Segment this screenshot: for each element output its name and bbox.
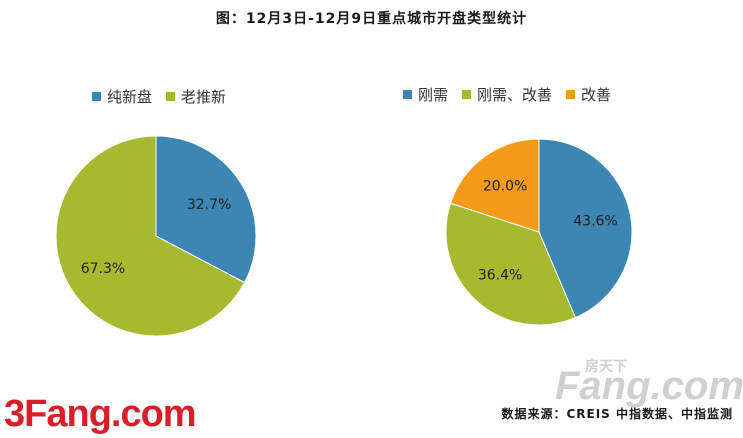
pie-slice <box>155 135 257 284</box>
watermark-logo: 房天下 Fang.com <box>555 356 743 408</box>
legend-left: 纯新盘 老推新 <box>92 86 226 107</box>
chart-title: 图：12月3日-12月9日重点城市开盘类型统计 <box>215 11 528 27</box>
pie-slice-label: 43.6% <box>573 213 617 229</box>
legend-item: 纯新盘 <box>92 86 152 107</box>
legend-right: 刚需 刚需、改善 改善 <box>403 84 611 105</box>
pie-slice <box>449 138 540 233</box>
pie-chart-right: 43.6% 36.4% 20.0% <box>445 138 633 326</box>
legend-swatch <box>92 92 101 101</box>
legend-swatch <box>403 90 412 99</box>
legend-item: 刚需 <box>403 84 448 105</box>
pie-slice <box>445 202 577 326</box>
pie-slice-label: 20.0% <box>483 178 527 194</box>
pie-chart-left: 32.7% 67.3% <box>55 135 257 337</box>
legend-item: 刚需、改善 <box>462 84 552 105</box>
legend-swatch <box>462 90 472 99</box>
legend-item: 改善 <box>566 84 611 105</box>
legend-label: 刚需、改善 <box>477 86 553 104</box>
legend-label: 刚需 <box>418 86 449 104</box>
legend-label: 纯新盘 <box>107 88 153 106</box>
watermark-main: Fang.com <box>555 364 743 408</box>
pie-slice-label: 32.7% <box>187 197 231 213</box>
legend-swatch <box>166 92 176 101</box>
legend-item: 老推新 <box>166 86 226 107</box>
watermark-sub: 房天下 <box>585 358 627 374</box>
pie-slice-label: 36.4% <box>478 268 522 284</box>
pie-slice <box>55 135 246 337</box>
legend-swatch <box>566 90 576 99</box>
pie-slice-label: 67.3% <box>81 261 125 277</box>
legend-label: 改善 <box>581 86 612 104</box>
legend-label: 老推新 <box>181 88 227 106</box>
pie-slice <box>538 138 633 319</box>
data-source: 数据来源：CREIS 中指数据、中指监测 <box>501 407 733 421</box>
brand-logo: 3Fang.com <box>4 393 197 435</box>
